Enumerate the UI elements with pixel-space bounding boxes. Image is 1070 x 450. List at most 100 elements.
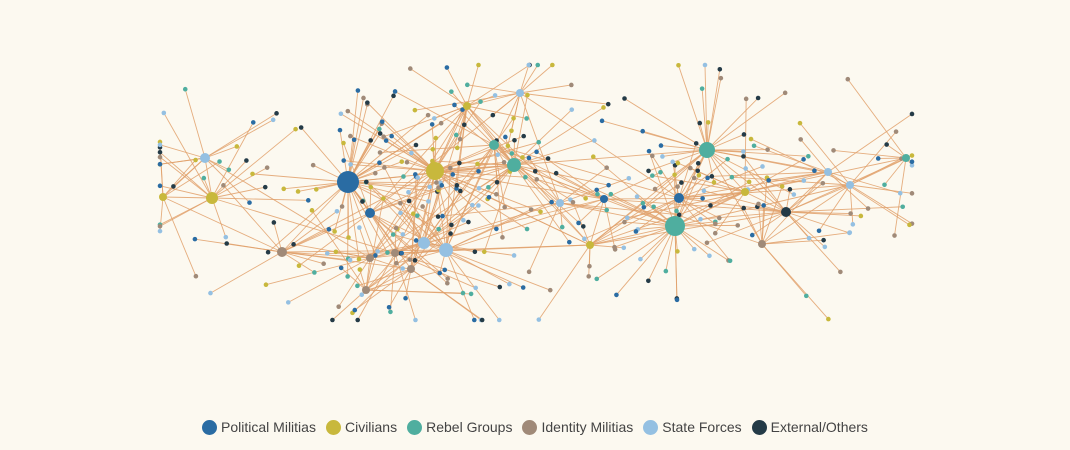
edge	[365, 257, 371, 291]
edge	[204, 157, 371, 259]
node	[822, 244, 828, 250]
edge	[706, 211, 787, 244]
node	[606, 182, 611, 188]
node	[688, 165, 693, 171]
node	[377, 126, 382, 132]
node	[433, 135, 439, 141]
node	[454, 183, 460, 188]
node	[457, 160, 462, 166]
node	[476, 185, 482, 191]
edge	[445, 198, 605, 251]
node	[434, 180, 439, 185]
edge	[399, 203, 425, 244]
edge	[273, 222, 283, 253]
legend-item[interactable]: External/Others	[751, 419, 868, 435]
node	[341, 158, 347, 163]
edge	[648, 150, 676, 227]
node	[476, 62, 481, 68]
node	[713, 221, 718, 227]
node	[390, 232, 396, 237]
edge	[616, 225, 676, 296]
node	[641, 204, 647, 210]
hub-node	[407, 265, 415, 273]
node	[427, 184, 432, 190]
legend-item[interactable]: Civilians	[325, 419, 397, 435]
node	[592, 138, 597, 143]
node	[679, 180, 684, 185]
node	[440, 213, 445, 219]
node	[496, 317, 502, 323]
legend-item[interactable]: Political Militias	[202, 419, 316, 435]
edge	[369, 105, 468, 214]
edge	[184, 89, 206, 159]
node	[670, 159, 675, 165]
node	[365, 100, 370, 105]
node	[534, 177, 540, 182]
node	[741, 205, 747, 211]
edge	[538, 244, 591, 320]
node	[503, 134, 508, 140]
hub-node	[426, 162, 444, 180]
hub-node	[337, 171, 359, 193]
hub-node	[674, 193, 684, 203]
node	[858, 213, 864, 219]
node	[595, 191, 600, 197]
node	[594, 276, 600, 282]
edge	[347, 105, 468, 183]
node	[674, 208, 679, 214]
node	[538, 209, 543, 215]
node	[333, 249, 339, 255]
node	[735, 223, 741, 228]
edge	[445, 249, 510, 285]
node	[526, 269, 532, 275]
node	[756, 201, 761, 207]
edge	[513, 164, 609, 186]
edge	[511, 92, 521, 131]
legend-swatch	[407, 419, 423, 435]
legend-item[interactable]: Rebel Groups	[407, 419, 512, 435]
node	[545, 156, 551, 161]
edge	[347, 123, 383, 183]
legend-item[interactable]: Identity Militias	[522, 419, 633, 435]
node	[691, 246, 697, 252]
node	[464, 82, 470, 88]
node	[356, 256, 362, 262]
node	[586, 274, 592, 279]
edge	[761, 205, 765, 245]
node	[658, 169, 663, 175]
edge	[511, 152, 605, 200]
node	[341, 140, 346, 146]
node	[481, 249, 487, 255]
edge	[281, 210, 338, 253]
edge	[369, 164, 515, 259]
hub-node	[586, 241, 594, 249]
edge	[365, 144, 495, 291]
node	[909, 191, 915, 196]
node	[409, 150, 414, 156]
node	[717, 215, 722, 221]
edge	[513, 164, 605, 200]
edge	[884, 157, 907, 186]
hub-node	[277, 247, 287, 257]
node	[831, 148, 836, 153]
node	[791, 192, 797, 197]
edge	[785, 211, 826, 248]
node	[321, 261, 326, 267]
edge	[706, 149, 795, 195]
node	[406, 189, 411, 195]
node	[479, 317, 485, 323]
node	[806, 153, 811, 159]
edge	[519, 92, 561, 204]
edge	[423, 105, 468, 244]
edge	[584, 197, 680, 240]
edge	[281, 251, 412, 270]
edge	[204, 157, 250, 203]
node	[445, 280, 450, 286]
edge	[366, 181, 447, 251]
edge	[204, 146, 237, 159]
edge	[204, 157, 213, 199]
node	[746, 179, 752, 185]
legend-item[interactable]: State Forces	[643, 419, 742, 435]
edge	[369, 105, 468, 259]
edge	[281, 249, 447, 253]
